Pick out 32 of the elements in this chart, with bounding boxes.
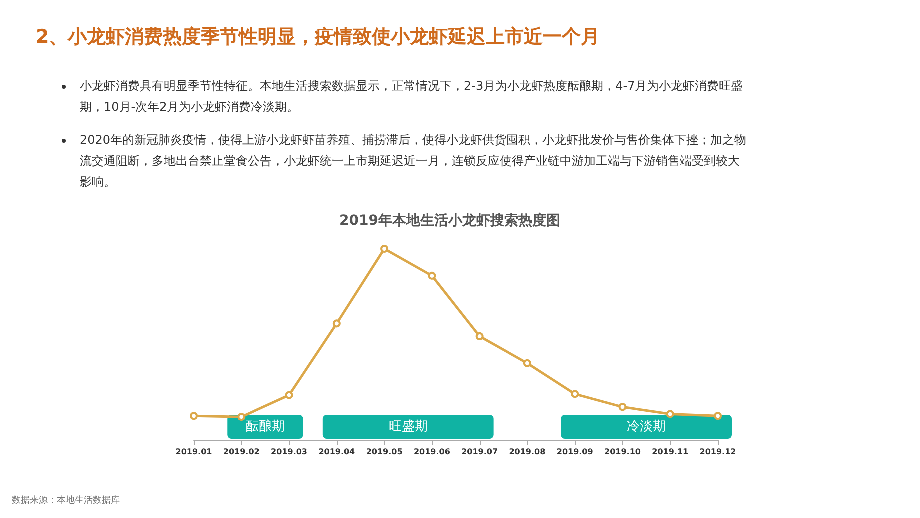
point: [618, 403, 627, 412]
x-tick-label: 2019.06: [414, 448, 451, 456]
chart-title: 2、小龙虾消费热度季节性明显，疫情致使小龙虾延迟上市近一个月: [36, 25, 600, 50]
x-tick-label: 2019.08: [509, 448, 546, 456]
point: [332, 320, 341, 328]
point: [666, 410, 674, 418]
x-tick-label: 2019.02: [223, 448, 260, 456]
point: [476, 332, 484, 340]
x-tick-label: 2019.05: [366, 448, 404, 456]
chart-subtitle: 2019年本地生活小龙虾搜索热度图: [340, 212, 560, 229]
point: [523, 359, 532, 368]
x-tick-label: 2019.07: [462, 448, 498, 456]
band-label: 旺盛期: [388, 420, 428, 434]
text: 小龙虾消费具有明显季节性特征。本地生活搜索数据显示，正常情况下，2-3月为小龙虾热度酝酿期，4-7月为小龙虾消费旺盛期，10月-次年2月为小龙虾消费冷淡期。: [80, 78, 744, 116]
point: [428, 272, 436, 280]
x-tick-label: 2019.10: [604, 448, 642, 456]
x-tick-label: 2019.09: [556, 448, 594, 456]
point: [714, 412, 722, 420]
point: [285, 391, 294, 400]
x-tick-label: 2019.12: [700, 448, 736, 456]
x-tick-label: 2019.01: [176, 448, 213, 456]
point: [571, 390, 580, 398]
x-tick-label: 2019.04: [318, 448, 356, 456]
band-label: 酝酿期: [246, 420, 285, 434]
band-label: 冷淡期: [627, 420, 666, 434]
point: [238, 413, 246, 422]
point: [190, 412, 198, 420]
x-tick-label: 2019.11: [652, 448, 690, 456]
source-note: 数据来源：本地生活数据库: [12, 494, 120, 507]
point: [380, 245, 389, 253]
x-tick-label: 2019.03: [271, 448, 308, 456]
text: 2020年的新冠肺炎疫情，使得上游小龙虾虾苗养殖、捕捞滞后，使得小龙虾供货囤积，小龙虾批发价与售价集体下挫；加之物流交通阻断，多地出台禁止堂食公告，小龙虾统一上市期延迟近一月，连锁反应使得产业链中游加工端与下游销售端受到较大影响。: [80, 132, 748, 191]
